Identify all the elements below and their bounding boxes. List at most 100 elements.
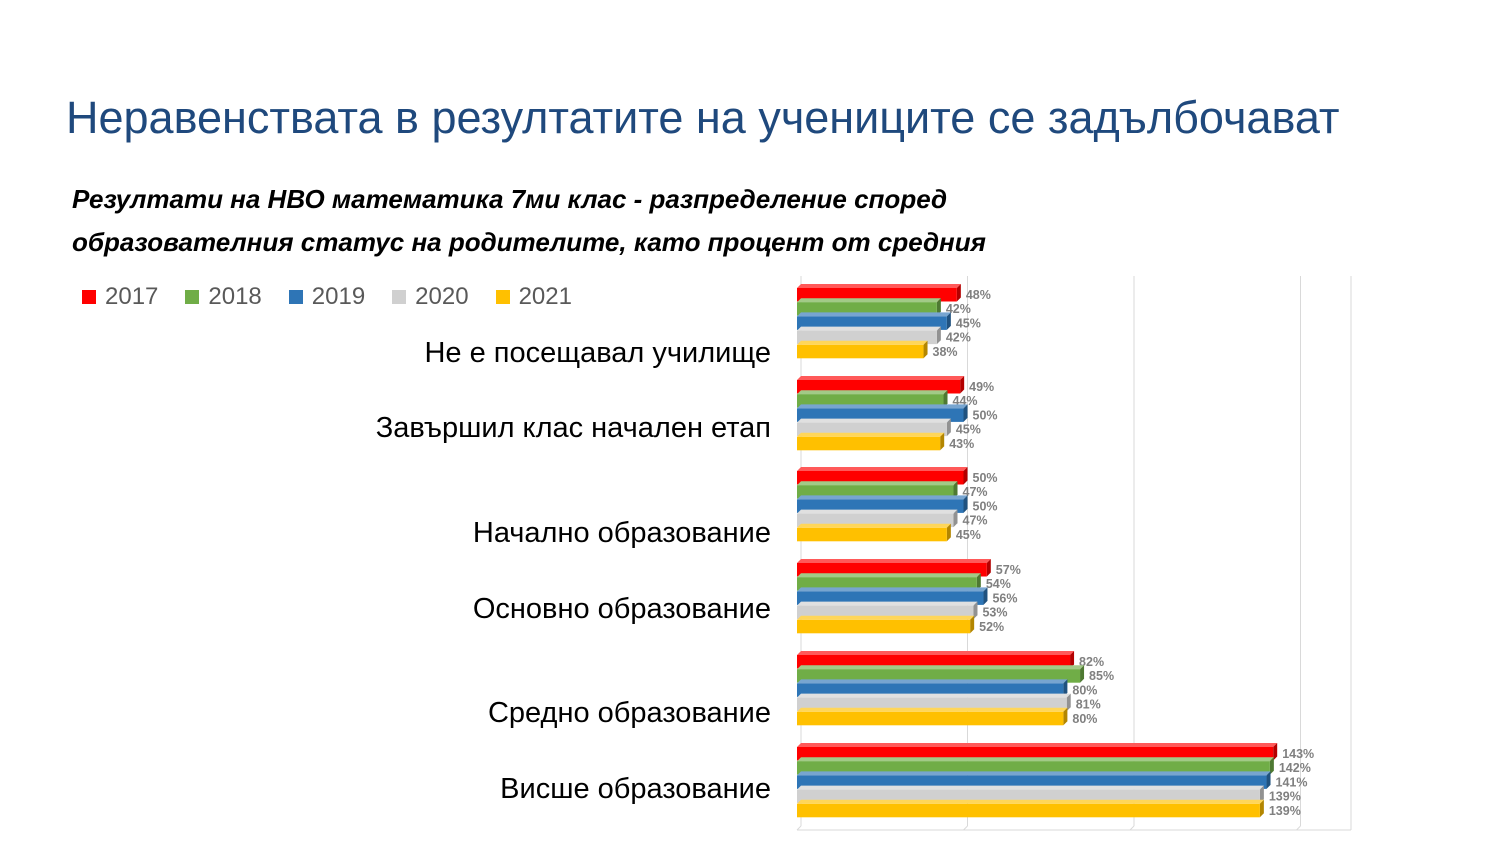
data-label: 49% [969, 380, 994, 394]
bar-end [943, 390, 948, 408]
bar [797, 683, 1064, 697]
bar [797, 527, 947, 542]
bar-top [797, 799, 1264, 804]
bar-top [797, 390, 948, 395]
bar [797, 471, 964, 485]
data-label: 53% [982, 606, 1007, 620]
bar-end [1259, 785, 1264, 804]
chart-title-line-1: Резултати на НВО математика 7ми клас - р… [72, 184, 948, 214]
bar-end [1063, 679, 1068, 697]
bar-top [797, 615, 975, 620]
bar-end [976, 573, 981, 591]
chart-title: Резултати на НВО математика 7ми клас - р… [72, 178, 1272, 264]
category-label: Средно образование [488, 697, 771, 729]
bar-end [936, 326, 941, 345]
bar-end [986, 559, 991, 577]
data-label: 50% [973, 499, 998, 513]
gridline-foot [796, 825, 802, 831]
bar [797, 513, 954, 528]
bar-top [797, 404, 968, 409]
bar [797, 330, 937, 345]
data-label: 52% [979, 620, 1004, 634]
legend-swatch-2018 [185, 290, 200, 304]
bar [797, 711, 1064, 726]
legend-swatch-2017 [82, 290, 96, 304]
bar-top [797, 326, 941, 331]
bar-end [1080, 665, 1085, 683]
slide-title: Неравенствата в резултатите на учениците… [66, 92, 1340, 143]
category-label: Начално образование [473, 517, 771, 549]
bar [797, 316, 947, 330]
legend-item-2020: 2020 [392, 283, 469, 311]
data-label: 141% [1276, 775, 1308, 789]
bar [797, 408, 964, 422]
data-label: 38% [933, 345, 958, 359]
bar-end [960, 376, 965, 394]
category-label: Завършил клас начален етап [376, 412, 771, 444]
bar-top [797, 284, 961, 288]
gridline-foot [1296, 825, 1301, 831]
bar [797, 380, 961, 394]
chart-title-line-2: образователния статус на родителите, кат… [72, 227, 986, 257]
bar [797, 669, 1081, 683]
data-label: 142% [1279, 761, 1311, 775]
bar-top [797, 651, 1075, 655]
bar-end [1269, 757, 1274, 775]
bar-end [936, 298, 941, 316]
data-label: 42% [946, 331, 971, 345]
bar [797, 605, 974, 620]
bar-top [797, 481, 958, 486]
bar [797, 394, 944, 408]
bar [797, 697, 1067, 712]
bar-top [797, 743, 1278, 747]
data-label: 54% [986, 577, 1011, 591]
data-label: 45% [956, 316, 981, 330]
bar-end [963, 495, 968, 513]
bar [797, 563, 987, 577]
data-label: 143% [1282, 747, 1314, 761]
bar-top [797, 559, 991, 563]
bar [797, 761, 1270, 775]
bar-end [923, 340, 928, 359]
bar-end [1266, 771, 1271, 789]
legend-swatch-2019 [288, 290, 303, 304]
bar-top [797, 587, 988, 592]
bar-top [797, 376, 965, 380]
bar-end [946, 418, 951, 437]
bar-end [940, 432, 945, 451]
bar-end [963, 404, 968, 422]
category-label: Основно образование [473, 593, 771, 625]
data-label: 85% [1089, 669, 1114, 683]
data-label: 47% [963, 485, 988, 499]
bar-top [797, 340, 928, 345]
bar-end [1066, 693, 1071, 712]
bar [797, 485, 954, 499]
data-label: 48% [966, 288, 991, 302]
bar-top [797, 771, 1271, 776]
bar-top [797, 509, 958, 514]
legend-label-2018: 2018 [208, 283, 262, 310]
bar-end [1063, 707, 1068, 726]
bar-top [797, 495, 968, 500]
bar-top [797, 418, 951, 423]
data-label: 50% [973, 408, 998, 422]
bar-top [797, 312, 951, 317]
bar-top [797, 693, 1071, 698]
bar [797, 499, 964, 513]
category-label: Не е посещавал училище [424, 337, 771, 369]
bar [797, 619, 971, 634]
data-label: 45% [956, 423, 981, 437]
bar-end [946, 523, 951, 542]
bar-end [970, 615, 975, 634]
bar [797, 803, 1260, 818]
bar-top [797, 679, 1068, 684]
data-label: 47% [963, 514, 988, 528]
legend-label-2021: 2021 [518, 283, 572, 310]
legend-swatch-2021 [495, 290, 510, 304]
data-label: 139% [1269, 790, 1301, 804]
legend-swatch-2020 [392, 290, 407, 304]
category-label: Висше образование [500, 773, 771, 805]
bar-end [1273, 743, 1278, 761]
bar-top [797, 432, 945, 437]
